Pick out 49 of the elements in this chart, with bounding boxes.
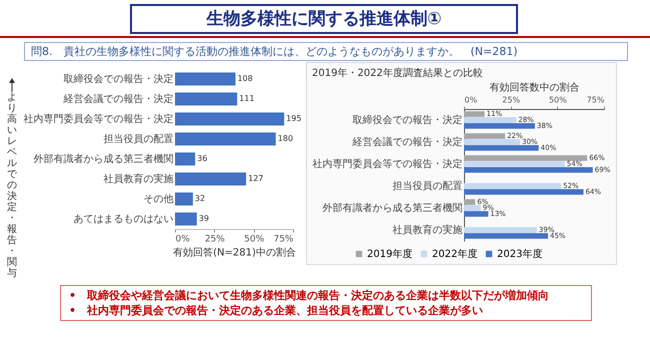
data-label: 111 bbox=[239, 94, 254, 103]
data-label: 180 bbox=[278, 134, 294, 143]
y-tick-label: 経営会議での報告・決定 bbox=[352, 136, 462, 148]
data-label: 39 bbox=[198, 214, 210, 223]
x2-tick-label: 75% bbox=[273, 234, 294, 244]
y-tick-label: 取締役会での報告・決定 bbox=[64, 73, 174, 85]
y-tick-label: 社内専門委員会等での報告・決定 bbox=[24, 113, 174, 125]
x-tick-label: 50% bbox=[548, 96, 568, 104]
bar bbox=[175, 172, 246, 186]
y-tick-label: 担当役員の配置 bbox=[392, 180, 462, 192]
y-tick-label: 取締役会での報告・決定 bbox=[352, 114, 462, 126]
bar bbox=[175, 192, 193, 206]
chart-title: 2019年・2022年度調査結果との比較 bbox=[312, 67, 483, 79]
data-label: 108 bbox=[237, 74, 253, 83]
x-tick-label: 25% bbox=[502, 96, 520, 104]
bar bbox=[175, 212, 197, 226]
y-tick-label: 外部有識者から成る第三者機関 bbox=[34, 153, 174, 165]
y-tick-label: 外部有識者から成る第三者機関 bbox=[322, 202, 462, 214]
y-tick-label: 社内専門委員会等での報告・決定 bbox=[312, 158, 462, 170]
chart-subtitle: 問8. 貴社の生物多様性に関する活動の推進体制には、どのようなものがありますか。 (N=281) bbox=[24, 42, 628, 61]
data-label: 127 bbox=[248, 174, 264, 183]
y-tick-label: 経営会議での報告・決定 bbox=[62, 93, 174, 105]
bar bbox=[175, 72, 236, 86]
data-label: 36 bbox=[197, 154, 208, 163]
data-label: 32 bbox=[194, 194, 206, 203]
bar bbox=[175, 92, 238, 106]
legend-label: 2019年度 bbox=[367, 248, 412, 260]
y-tick-label: その他 bbox=[144, 193, 174, 205]
text: • 取締役会や経営会議において生物多様性関連の報告・決定のある企業は半数以下だが増加傾向 bbox=[69, 288, 550, 303]
bar bbox=[175, 112, 284, 126]
bar bbox=[175, 152, 196, 166]
x-tick-label: 0% bbox=[464, 96, 478, 104]
x2-tick-label: 0% bbox=[176, 234, 190, 244]
data-label: 195 bbox=[286, 114, 302, 123]
bar bbox=[175, 132, 276, 146]
y-tick-label: 担当役員の配置 bbox=[104, 133, 174, 145]
x-tick-label: 75% bbox=[586, 96, 605, 104]
y-tick-label: 社員教育の実施 bbox=[392, 224, 462, 236]
legend-label: 2023年度 bbox=[497, 248, 542, 260]
x2-tick-label: 50% bbox=[244, 234, 265, 244]
x2-tick-label: 25% bbox=[204, 234, 226, 244]
x2-axis-title: 有効回答(N=281)中の割合 bbox=[173, 246, 296, 258]
y-tick-label: 社員教育の実施 bbox=[104, 173, 174, 185]
chart-title: 生物多様性に関する推進体制① bbox=[130, 4, 518, 34]
text: • 社内専門委員会での報告・決定のある企業、担当役員を配置している企業が多い bbox=[69, 303, 484, 318]
legend-label: 2022年度 bbox=[432, 248, 478, 260]
y-tick-label: あてはまるものはない bbox=[74, 214, 174, 225]
x-axis-title: 有効回答数中の割合 bbox=[490, 82, 580, 94]
text: より高いレベルでの決定・報告・関与 bbox=[7, 92, 17, 279]
